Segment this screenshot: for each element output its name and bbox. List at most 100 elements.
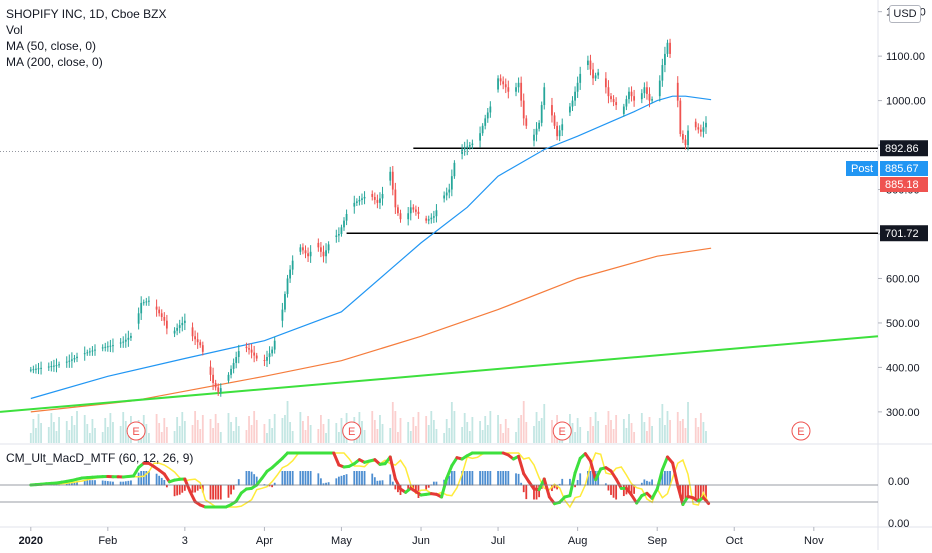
candle-body bbox=[53, 366, 55, 367]
volume-bar bbox=[148, 433, 150, 443]
macd-histogram-bar bbox=[579, 473, 581, 485]
candle-body bbox=[628, 92, 630, 99]
candle-body bbox=[559, 130, 561, 136]
candle-body bbox=[184, 321, 186, 323]
macd-histogram-bar bbox=[179, 485, 181, 495]
volume-bar bbox=[664, 425, 666, 443]
candle-body bbox=[176, 328, 178, 331]
volume-bar bbox=[615, 415, 617, 443]
candle-body bbox=[210, 367, 212, 375]
volume-bar bbox=[112, 422, 114, 443]
candle-body bbox=[428, 219, 430, 220]
volume-bar bbox=[174, 431, 176, 443]
candle-body bbox=[443, 195, 445, 198]
volume-bar bbox=[74, 425, 76, 443]
candle-body bbox=[269, 353, 271, 357]
candle-body bbox=[700, 130, 702, 132]
candle-body bbox=[425, 218, 427, 220]
macd-histogram-bar bbox=[569, 479, 571, 486]
candle-body bbox=[156, 307, 158, 310]
earnings-marker-label: E bbox=[348, 426, 355, 438]
candle-body bbox=[487, 112, 489, 118]
macd-histogram-bar bbox=[523, 485, 525, 492]
indicator-ma200[interactable]: MA (200, close, 0) bbox=[6, 54, 167, 70]
macd-histogram-bar bbox=[289, 471, 291, 486]
currency-badge[interactable]: USD bbox=[889, 5, 921, 23]
macd-legend[interactable]: CM_Ult_MacD_MTF (60, 12, 26, 9) bbox=[6, 451, 193, 465]
macd-histogram-bar bbox=[451, 471, 453, 486]
candle-body bbox=[515, 87, 517, 91]
candle-body bbox=[433, 216, 435, 217]
volume-bar bbox=[523, 401, 525, 443]
candle-body bbox=[446, 193, 448, 196]
time-axis-label: Oct bbox=[726, 535, 743, 547]
macd-histogram-bar bbox=[536, 485, 538, 500]
candle-body bbox=[58, 364, 60, 365]
candle-body bbox=[525, 118, 527, 125]
candle-body bbox=[335, 235, 337, 236]
volume-bar bbox=[120, 426, 122, 443]
candle-body bbox=[374, 197, 376, 200]
candle-body bbox=[238, 351, 240, 357]
volume-bar bbox=[551, 420, 553, 443]
candle-body bbox=[158, 310, 160, 314]
candle-body bbox=[587, 61, 589, 65]
indicator-vol[interactable]: Vol bbox=[6, 22, 167, 38]
candle-body bbox=[356, 201, 358, 202]
macd-histogram-bar bbox=[246, 471, 248, 486]
candle-body bbox=[466, 147, 468, 148]
candle-body bbox=[631, 92, 633, 96]
candle-body bbox=[502, 81, 504, 84]
candle-body bbox=[48, 367, 50, 368]
candle-body bbox=[289, 270, 291, 279]
candle-body bbox=[292, 261, 294, 270]
macd-histogram-bar bbox=[194, 485, 196, 492]
earnings-marker-label: E bbox=[559, 426, 566, 438]
volume-bar bbox=[392, 402, 394, 443]
macd-histogram-bar bbox=[454, 471, 456, 486]
volume-bar bbox=[76, 411, 78, 443]
candle-body bbox=[148, 301, 150, 302]
candle-body bbox=[651, 99, 653, 100]
volume-bar bbox=[587, 431, 589, 443]
macd-histogram-bar bbox=[389, 474, 391, 485]
indicator-ma50[interactable]: MA (50, close, 0) bbox=[6, 38, 167, 54]
candle-body bbox=[505, 84, 507, 87]
volume-bar bbox=[271, 428, 273, 443]
candle-body bbox=[418, 212, 420, 214]
candle-body bbox=[145, 301, 147, 302]
candle-body bbox=[364, 197, 366, 198]
volume-bar bbox=[220, 432, 222, 443]
candle-body bbox=[343, 221, 345, 228]
candle-body bbox=[659, 81, 661, 97]
volume-bar bbox=[292, 431, 294, 443]
candle-body bbox=[464, 148, 466, 149]
symbol-title[interactable]: SHOPIFY INC, 1D, Cboe BZX bbox=[6, 6, 167, 22]
price-axis-label: 1000.00 bbox=[886, 96, 926, 108]
candle-body bbox=[682, 134, 684, 140]
volume-bar bbox=[212, 428, 214, 443]
volume-bar bbox=[40, 423, 42, 443]
candle-body bbox=[592, 69, 594, 78]
macd-histogram-bar bbox=[210, 485, 212, 500]
volume-bar bbox=[651, 426, 653, 443]
volume-bar bbox=[53, 422, 55, 443]
volume-bar bbox=[217, 423, 219, 443]
volume-bar bbox=[695, 418, 697, 443]
candle-body bbox=[561, 124, 563, 130]
volume-bar bbox=[436, 429, 438, 443]
macd-histogram-bar bbox=[305, 471, 307, 486]
macd-histogram-bar bbox=[697, 485, 699, 500]
time-axis-label: 3 bbox=[182, 535, 188, 547]
volume-bar bbox=[533, 426, 535, 443]
volume-bar bbox=[199, 429, 201, 443]
price-axis-label: 400.00 bbox=[886, 362, 920, 374]
candle-body bbox=[302, 247, 304, 250]
candle-body bbox=[112, 345, 114, 346]
price-axis-label: 600.00 bbox=[886, 273, 920, 285]
macd-histogram-bar bbox=[335, 478, 337, 485]
volume-bar bbox=[376, 429, 378, 443]
volume-bar bbox=[325, 433, 327, 443]
volume-bar bbox=[577, 418, 579, 443]
